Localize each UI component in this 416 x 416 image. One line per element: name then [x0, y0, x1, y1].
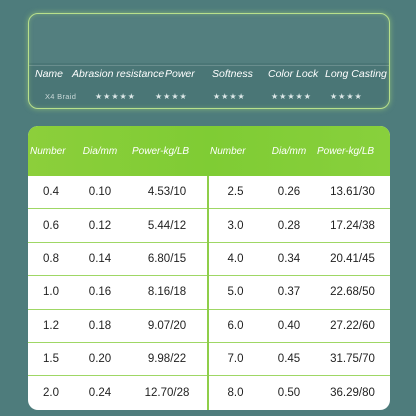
cell-power-2: 36.29/80 — [330, 387, 375, 400]
cell-dia-2: 0.26 — [277, 186, 301, 199]
cell-power-2: 31.75/70 — [330, 353, 375, 366]
cell-dia: 0.12 — [88, 219, 112, 232]
cell-number: 0.6 — [43, 219, 59, 232]
rating-softness: ★★★★ — [213, 92, 246, 101]
cell-power: 12.70/28 — [144, 387, 190, 400]
header-softness: Softness — [212, 68, 253, 80]
table-row: 1.5 0.20 9.98/22 7.0 0.45 31.75/70 — [28, 343, 390, 377]
col-header-dia: Dia/mm — [82, 145, 118, 157]
cell-number: 1.5 — [43, 353, 59, 366]
cell-number-2: 6.0 — [227, 319, 244, 332]
header-abrasion-resistance: Abrasion resistance — [72, 68, 165, 80]
col-header-power: Power-kg/LB — [132, 145, 190, 157]
table-row: 1.2 0.18 9.07/20 6.0 0.40 27.22/60 — [28, 310, 390, 343]
cell-number-2: 5.0 — [227, 286, 244, 299]
cell-power: 6.80/15 — [147, 252, 187, 265]
rating-header-row: Name Abrasion resistance Power Softness … — [29, 68, 389, 82]
col-header-power-2: Power-kg/LB — [317, 145, 375, 157]
cell-power: 8.16/18 — [147, 286, 187, 299]
cell-power-2: 20.41/45 — [330, 252, 375, 265]
cell-dia: 0.20 — [88, 353, 112, 366]
cell-number: 0.4 — [43, 186, 59, 199]
cell-dia: 0.24 — [88, 387, 112, 400]
card-divider — [29, 65, 389, 66]
spec-table: Number Dia/mm Power-kg/LB Number Dia/mm … — [28, 126, 390, 410]
product-name: X4 Braid — [45, 92, 77, 101]
cell-dia: 0.18 — [88, 319, 112, 332]
table-row: 0.6 0.12 5.44/12 3.0 0.28 17.24/38 — [28, 209, 390, 243]
header-long-casting: Long Casting — [325, 68, 387, 80]
cell-number-2: 8.0 — [227, 387, 244, 400]
cell-power-2: 13.61/30 — [330, 186, 375, 199]
col-header-number-2: Number — [210, 145, 246, 157]
cell-power: 9.98/22 — [147, 353, 187, 366]
table-row: 2.0 0.24 12.70/28 8.0 0.50 36.29/80 — [28, 376, 390, 409]
cell-power-2: 27.22/60 — [330, 319, 375, 332]
rating-long-casting: ★★★★ — [330, 92, 363, 101]
col-header-dia-2: Dia/mm — [271, 145, 307, 157]
cell-number: 0.8 — [43, 252, 59, 265]
cell-dia-2: 0.50 — [277, 387, 301, 400]
cell-power: 9.07/20 — [147, 319, 187, 332]
cell-dia: 0.10 — [88, 186, 112, 199]
cell-number: 1.0 — [43, 286, 59, 299]
cell-dia: 0.14 — [88, 252, 112, 265]
cell-power: 5.44/12 — [147, 219, 187, 232]
spec-table-body: 0.4 0.10 4.53/10 2.5 0.26 13.61/30 0.6 0.12 5.44… — [28, 176, 390, 410]
header-color-lock: Color Lock — [268, 68, 319, 80]
cell-number: 1.2 — [43, 319, 59, 332]
rating-abrasion-resistance: ★★★★★ — [95, 92, 136, 101]
cell-dia-2: 0.28 — [277, 219, 301, 232]
cell-dia: 0.16 — [88, 286, 112, 299]
rating-value-row: X4 Braid ★★★★★ ★★★★ ★★★★ ★★★★★ ★★★★ — [29, 92, 389, 104]
spec-table-header: Number Dia/mm Power-kg/LB Number Dia/mm … — [28, 126, 390, 176]
cell-power-2: 22.68/50 — [330, 286, 375, 299]
cell-dia-2: 0.40 — [277, 319, 301, 332]
rating-power: ★★★★ — [155, 92, 188, 101]
cell-number-2: 4.0 — [227, 252, 244, 265]
cell-number-2: 3.0 — [227, 219, 244, 232]
cell-power-2: 17.24/38 — [330, 219, 375, 232]
cell-dia-2: 0.37 — [277, 286, 301, 299]
table-row: 0.8 0.14 6.80/15 4.0 0.34 20.41/45 — [28, 243, 390, 277]
rating-color-lock: ★★★★★ — [271, 92, 312, 101]
table-row: 1.0 0.16 8.16/18 5.0 0.37 22.68/50 — [28, 276, 390, 310]
rating-card: Name Abrasion resistance Power Softness … — [28, 13, 390, 109]
cell-number: 2.0 — [43, 387, 59, 400]
cell-number-2: 7.0 — [227, 353, 244, 366]
header-power: Power — [165, 68, 195, 80]
cell-dia-2: 0.45 — [277, 353, 301, 366]
col-header-number: Number — [30, 145, 66, 157]
column-divider — [207, 176, 209, 410]
cell-power: 4.53/10 — [147, 186, 187, 199]
table-row: 0.4 0.10 4.53/10 2.5 0.26 13.61/30 — [28, 176, 390, 210]
cell-number-2: 2.5 — [227, 186, 244, 199]
cell-dia-2: 0.34 — [277, 252, 301, 265]
header-name: Name — [35, 68, 64, 80]
